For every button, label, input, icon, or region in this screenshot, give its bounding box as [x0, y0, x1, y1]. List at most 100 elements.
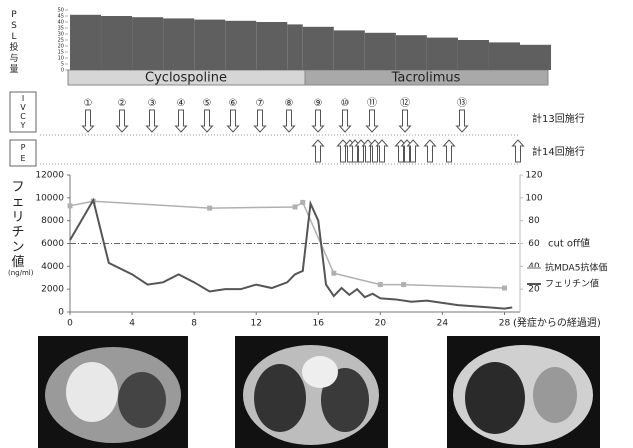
psl-step [287, 24, 303, 70]
series-marker [300, 200, 305, 205]
series-marker [207, 206, 212, 211]
y-axis-unit: (ng/ml) [8, 269, 34, 277]
pe-arrow [444, 140, 455, 162]
y-tick-label: 6000 [41, 239, 64, 249]
psl-step [520, 45, 551, 70]
ivcy-arrow [367, 110, 378, 132]
ivcy-dose: ⑦ [256, 98, 265, 109]
x-tick-label: 20 [375, 319, 387, 329]
ivcy-dose: ⑫ [400, 97, 410, 109]
pe-arrow [513, 140, 524, 162]
ivcy-dose: ③ [148, 98, 157, 109]
psl-step [70, 15, 101, 70]
psl-step [225, 21, 256, 70]
psl-step [334, 30, 365, 70]
y-tick-label: 10000 [35, 193, 64, 203]
ivcy-arrow [176, 110, 187, 132]
y2-tick-label: 100 [525, 193, 542, 203]
y-tick-label: 30 [58, 32, 64, 38]
x-tick-label: 0 [67, 319, 73, 329]
series-marker [68, 203, 73, 208]
ivcy-dose: ⑩ [341, 98, 350, 109]
y-tick-label: 10 [58, 56, 64, 62]
ivcy-arrow [147, 110, 158, 132]
series-marker [378, 282, 383, 287]
pe-arrow [313, 140, 324, 162]
ivcy-arrow [457, 110, 468, 132]
figure: Cyclospoline Tacrolimus IVCY PE 計13回施行 計… [0, 0, 633, 448]
ivcy-arrow [228, 110, 239, 132]
psl-step [101, 16, 132, 70]
y-tick-label: 50 [58, 8, 64, 14]
ivcy-arrow [340, 110, 351, 132]
y2-tick-label: 60 [528, 239, 540, 249]
ivcy-total: 計13回施行 [532, 112, 585, 125]
ivcy-dose: ② [118, 98, 127, 109]
psl-step [132, 17, 163, 70]
series-line [70, 200, 512, 308]
ivcy-dose: ⑥ [229, 98, 238, 109]
y-tick-label: 25 [58, 38, 64, 44]
row-label: PE [20, 143, 25, 163]
y-tick-label: 15 [58, 50, 64, 56]
series-marker [502, 286, 507, 291]
y2-tick-label: 40 [528, 262, 540, 272]
y-axis-label: フェリチン値 [11, 180, 24, 270]
y-tick-label: 8000 [41, 216, 64, 226]
y2-tick-label: 80 [528, 216, 540, 226]
x-tick-label: 4 [129, 319, 135, 329]
x-axis-label: (発症からの経過週) [513, 316, 601, 329]
ivcy-arrow [255, 110, 266, 132]
x-tick-label: 12 [250, 319, 261, 329]
y-tick-label: 5 [61, 62, 64, 68]
ivcy-dose: ⑪ [367, 97, 377, 109]
y-tick-label: 45 [58, 14, 64, 20]
y2-tick-label: 120 [525, 171, 542, 181]
psl-step [489, 42, 520, 70]
y-tick-label: 35 [58, 26, 64, 32]
legend-label: フェリチン値 [545, 278, 599, 290]
series-line [70, 201, 504, 288]
y-tick-label: 12000 [35, 171, 64, 181]
psl-step [365, 33, 396, 70]
x-tick-label: 28 [499, 319, 511, 329]
ct-images [38, 336, 600, 448]
cutoff-label: cut off値 [548, 237, 590, 250]
ivcy-arrow [313, 110, 324, 132]
legend-label: 抗MDA5抗体価 [545, 262, 607, 274]
psl-step [396, 35, 427, 70]
ivcy-arrow [202, 110, 213, 132]
ivcy-arrow [83, 110, 94, 132]
psl-step [194, 20, 225, 70]
psl-step [256, 22, 287, 70]
y2-tick-label: 20 [528, 285, 540, 295]
y-tick-label: 0 [58, 308, 64, 318]
pe-arrow [425, 140, 436, 162]
ivcy-dose: ① [84, 98, 93, 109]
ivcy-arrow [284, 110, 295, 132]
y-tick-label: 40 [58, 20, 64, 26]
y-tick-label: 0 [61, 68, 64, 74]
x-tick-label: 8 [191, 319, 197, 329]
y-tick-label: 2000 [41, 285, 64, 295]
ivcy-dose: ④ [177, 98, 186, 109]
psl-step [163, 18, 194, 70]
drug-label: Cyclospoline [145, 71, 227, 86]
ivcy-dose: ⑨ [314, 98, 323, 109]
drug-label: Tacrolimus [391, 71, 461, 86]
psl-step [427, 38, 458, 70]
series-marker [293, 204, 298, 209]
psl-step [303, 27, 334, 70]
psl-step [458, 40, 489, 70]
ivcy-arrow [117, 110, 128, 132]
y-tick-label: 4000 [41, 262, 64, 272]
x-tick-label: 16 [313, 319, 325, 329]
ivcy-dose: ⑬ [457, 97, 467, 109]
ivcy-arrow [400, 110, 411, 132]
ivcy-dose: ⑧ [285, 98, 294, 109]
ivcy-dose: ⑤ [203, 98, 212, 109]
series-marker [331, 271, 336, 276]
x-tick-label: 24 [437, 319, 449, 329]
